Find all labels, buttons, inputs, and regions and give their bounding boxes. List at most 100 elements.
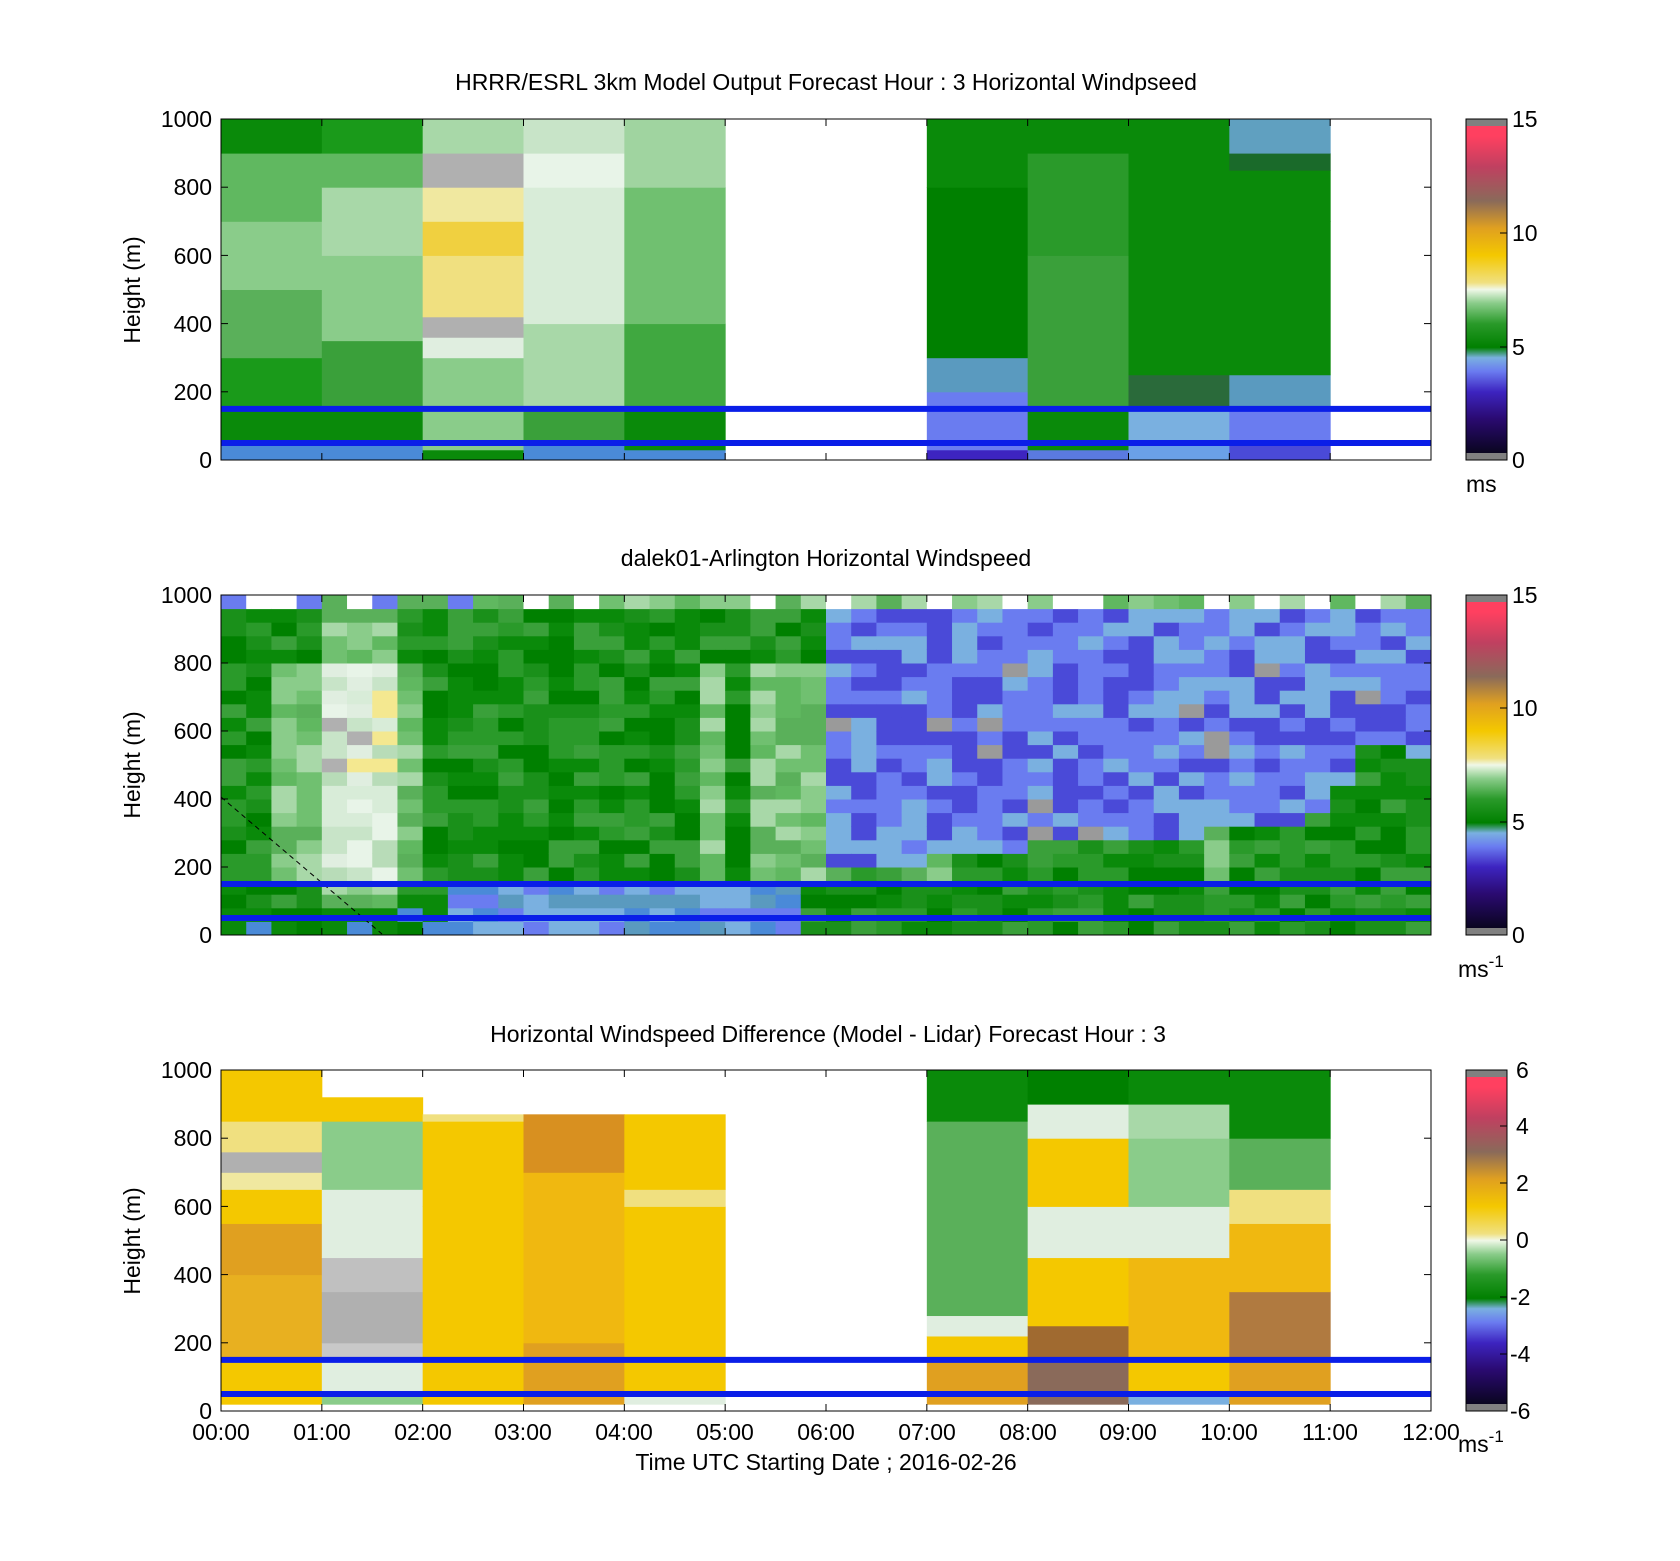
heatmap-cell xyxy=(800,744,827,759)
heatmap-cell xyxy=(674,771,701,786)
heatmap-cell xyxy=(1052,595,1079,610)
heatmap-cell xyxy=(1254,608,1281,623)
heatmap-cell xyxy=(221,1121,323,1153)
heatmap-cell xyxy=(624,595,651,610)
heatmap-cell xyxy=(1128,119,1230,256)
heatmap-cell xyxy=(447,717,474,732)
heatmap-cell xyxy=(674,853,701,868)
heatmap-cell xyxy=(347,826,373,841)
heatmap-cell xyxy=(246,703,272,718)
heatmap-cell xyxy=(397,635,424,650)
heatmap-cell xyxy=(1279,731,1306,746)
heatmap-cell xyxy=(1052,894,1079,909)
heatmap-cell xyxy=(1304,690,1331,705)
heatmap-cell xyxy=(221,119,323,154)
heatmap-cell xyxy=(699,608,726,623)
heatmap-cell xyxy=(321,839,348,854)
heatmap-cell xyxy=(851,839,877,854)
heatmap-cell xyxy=(1153,731,1180,746)
heatmap-cell xyxy=(548,785,575,800)
heatmap-cell xyxy=(422,663,449,678)
heatmap-cell xyxy=(422,1114,524,1122)
heatmap-cell xyxy=(347,867,373,882)
heatmap-cell xyxy=(447,635,474,650)
heatmap-cell xyxy=(1229,921,1256,936)
reference-lines xyxy=(221,405,1431,446)
heatmap-cell xyxy=(1330,676,1356,691)
heatmap-cell xyxy=(523,867,550,882)
heatmap-cell xyxy=(473,676,499,691)
heatmap-cell xyxy=(1128,1104,1230,1139)
y-tick-label: 800 xyxy=(174,650,212,676)
heatmap-cell xyxy=(1178,867,1205,882)
heatmap-cell xyxy=(321,853,348,868)
heatmap-cell xyxy=(1254,703,1281,718)
heatmap-cell xyxy=(876,853,903,868)
heatmap-cell xyxy=(624,826,651,841)
heatmap-cell xyxy=(221,690,247,705)
heatmap-cell xyxy=(1405,676,1432,691)
heatmap-cell xyxy=(321,717,348,732)
heatmap-cell xyxy=(397,744,424,759)
heatmap-cell xyxy=(498,622,524,637)
heatmap-cell xyxy=(397,731,424,746)
heatmap-cell xyxy=(498,744,524,759)
heatmap-cell xyxy=(851,867,877,882)
heatmap-cell xyxy=(977,839,1003,854)
heatmap-cell xyxy=(347,771,373,786)
heatmap-cell xyxy=(725,608,751,623)
heatmap-cell xyxy=(221,1359,323,1405)
heatmap-cell xyxy=(851,663,877,678)
heatmap-cell xyxy=(1052,799,1079,814)
heatmap-cell xyxy=(699,676,726,691)
heatmap-cell xyxy=(321,255,424,342)
heatmap-cell xyxy=(1153,717,1180,732)
heatmap-cell xyxy=(422,187,524,222)
heatmap-cell xyxy=(523,649,550,664)
heatmap-cell xyxy=(624,1393,726,1405)
heatmap-cell xyxy=(750,663,777,678)
heatmap-cell xyxy=(826,894,852,909)
heatmap-cell xyxy=(1027,771,1054,786)
heatmap-cell xyxy=(1027,731,1054,746)
heatmap-cell xyxy=(397,663,424,678)
heatmap-cell xyxy=(321,731,348,746)
heatmap-cell xyxy=(1304,853,1331,868)
heatmap-cell xyxy=(826,676,852,691)
heatmap-cell xyxy=(901,649,928,664)
heatmap-cell xyxy=(271,853,298,868)
heatmap-cell xyxy=(750,894,777,909)
heatmap-cell xyxy=(372,853,398,868)
heatmap-cell xyxy=(674,703,701,718)
heatmap-cell xyxy=(573,635,600,650)
heatmap-cell xyxy=(1002,635,1029,650)
heatmap-cell xyxy=(1229,731,1256,746)
heatmap-cell xyxy=(599,812,625,827)
heatmap-cell xyxy=(1153,839,1180,854)
heatmap-cell xyxy=(952,812,978,827)
heatmap-cell xyxy=(1078,622,1104,637)
heatmap-cell xyxy=(624,676,651,691)
heatmap-cell xyxy=(1002,853,1029,868)
heatmap-cell xyxy=(1128,663,1155,678)
heatmap-cell xyxy=(624,799,651,814)
heatmap-cell xyxy=(750,758,777,773)
heatmap-cell xyxy=(1204,812,1230,827)
heatmap-cell xyxy=(1128,676,1155,691)
heatmap-cell xyxy=(901,690,928,705)
heatmap-cell xyxy=(573,608,600,623)
heatmap-cell xyxy=(926,799,953,814)
heatmap-cell xyxy=(321,867,348,882)
heatmap-cell xyxy=(1103,894,1129,909)
heatmap-cell xyxy=(952,635,978,650)
heatmap-cell xyxy=(1027,867,1054,882)
heatmap-cell xyxy=(1254,826,1281,841)
heatmap-cell xyxy=(422,449,524,461)
heatmap-cell xyxy=(1153,799,1180,814)
heatmap-cell xyxy=(372,744,398,759)
heatmap-cell xyxy=(1002,785,1029,800)
heatmap-cell xyxy=(599,853,625,868)
heatmap-cell xyxy=(1229,744,1256,759)
heatmap-cell xyxy=(523,595,550,610)
heatmap-cell xyxy=(674,826,701,841)
